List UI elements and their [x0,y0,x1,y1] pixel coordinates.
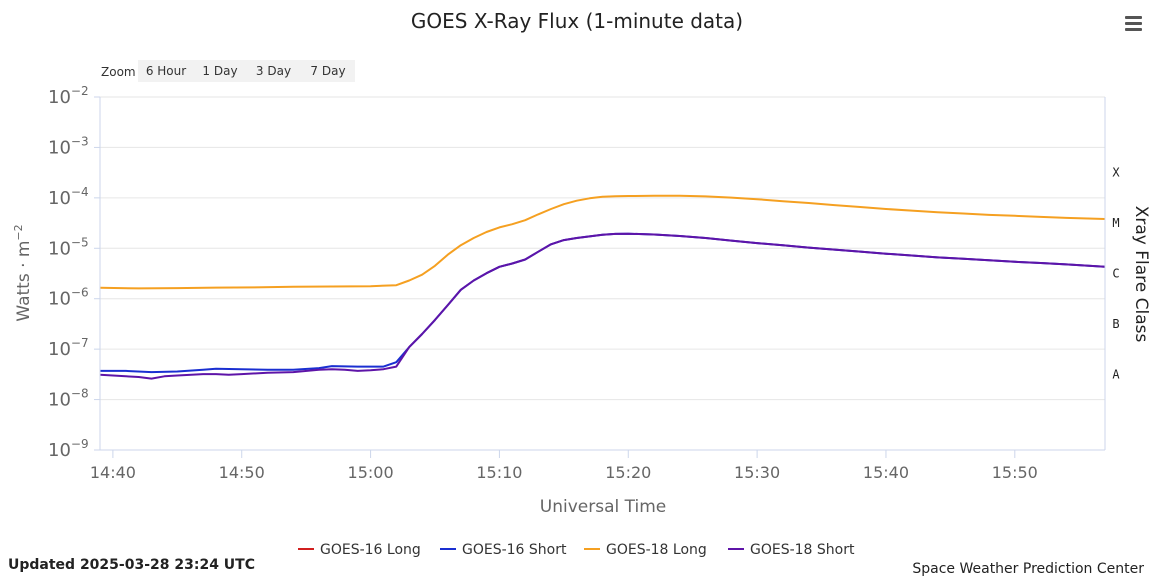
y-tick-label: 10−6 [48,286,89,310]
zoom-button[interactable]: 1 Day [194,60,246,82]
zoom-button-label[interactable]: 1 Day [202,64,237,78]
y-tick-exponent: −2 [71,84,89,98]
zoom-button-bg[interactable] [194,60,246,82]
x-axis-title: Universal Time [540,497,666,517]
y-tick-base: 10 [48,238,71,259]
zoom-button-label[interactable]: 6 Hour [146,64,186,78]
legend: GOES-16 Long GOES-16 Short GOES-18 Long GOE… [298,542,855,558]
legend-item[interactable]: GOES-18 Long [584,542,707,558]
zoom-button-bg[interactable] [246,60,301,82]
y-axis-title-superscript: −2 [12,224,25,240]
flare-class-axis-title: Xray Flare Class [1131,206,1151,343]
y-tick-exponent: −4 [71,185,89,199]
y-tick-base: 10 [48,188,71,209]
y-tick-exponent: −3 [71,134,89,148]
y-tick-base: 10 [48,339,71,360]
flare-class-label: X [1112,166,1120,180]
x-tick-label: 15:30 [734,463,780,482]
flare-class-label: C [1112,267,1119,281]
zoom-button[interactable]: 3 Day [246,60,301,82]
y-tick-base: 10 [48,289,71,310]
plot-area [99,96,1106,451]
x-axis-ticks: 14:40 14:50 15:00 15:10 15:20 15:30 15:40 15:50 [90,96,1038,482]
y-tick-label: 10−7 [48,336,89,360]
y-tick-exponent: −7 [71,336,89,350]
y-tick-label: 10−8 [48,387,89,411]
y-tick-base: 10 [48,390,71,411]
credit-text: Space Weather Prediction Center [912,561,1144,577]
x-tick-label: 15:20 [605,463,651,482]
zoom-label: Zoom [101,65,136,79]
y-tick-label: 10−9 [48,437,89,461]
zoom-button-bg[interactable] [301,60,355,82]
y-tick-label: 10−4 [48,185,89,209]
zoom-button-bg[interactable] [138,60,194,82]
flare-class-label: A [1112,367,1120,381]
legend-item[interactable]: GOES-16 Long [298,542,421,558]
flare-class-label: B [1112,317,1119,331]
y-axis-ticks: 10−210−310−410−510−610−710−810−9 [48,84,89,461]
y-axis-title-text: Watts · m [14,241,34,322]
y-tick-exponent: −9 [71,437,89,451]
zoom-button-label[interactable]: 7 Day [310,64,345,78]
legend-item[interactable]: GOES-16 Short [440,542,567,558]
plot-background [100,97,1105,450]
flare-class-labels: X M C B A [1112,166,1120,382]
y-tick-exponent: −8 [71,387,89,401]
legend-label[interactable]: GOES-18 Long [606,542,707,558]
y-tick-label: 10−2 [48,84,89,108]
zoom-button[interactable]: 6 Hour [138,60,194,82]
legend-item[interactable]: GOES-18 Short [728,542,855,558]
y-tick-label: 10−3 [48,134,89,158]
legend-label[interactable]: GOES-16 Long [320,542,421,558]
updated-timestamp: Updated 2025-03-28 23:24 UTC [8,557,255,573]
y-tick-base: 10 [48,137,71,158]
y-tick-exponent: −5 [71,235,89,249]
x-tick-label: 15:00 [348,463,394,482]
y-tick-base: 10 [48,87,71,108]
y-tick-exponent: −6 [71,286,89,300]
x-tick-label: 14:50 [219,463,265,482]
legend-label[interactable]: GOES-16 Short [462,542,567,558]
series-lines [99,194,1106,380]
series-line [99,232,1106,380]
legend-label[interactable]: GOES-18 Short [750,542,855,558]
x-tick-label: 15:50 [992,463,1038,482]
zoom-bar: Zoom 6 Hour 1 Day 3 Day 7 Day [101,60,355,82]
flare-class-label: M [1112,216,1119,230]
y-tick-base: 10 [48,440,71,461]
x-tick-label: 14:40 [90,463,136,482]
series-line [99,194,1106,290]
x-tick-label: 15:10 [476,463,522,482]
hamburger-menu-icon[interactable] [1125,16,1142,32]
zoom-button-label[interactable]: 3 Day [256,64,291,78]
zoom-button[interactable]: 7 Day [301,60,355,82]
chart-title: GOES X-Ray Flux (1-minute data) [411,9,743,33]
y-axis-title: Watts · m−2 [12,224,34,321]
y-tick-label: 10−5 [48,235,89,259]
x-tick-label: 15:40 [863,463,909,482]
